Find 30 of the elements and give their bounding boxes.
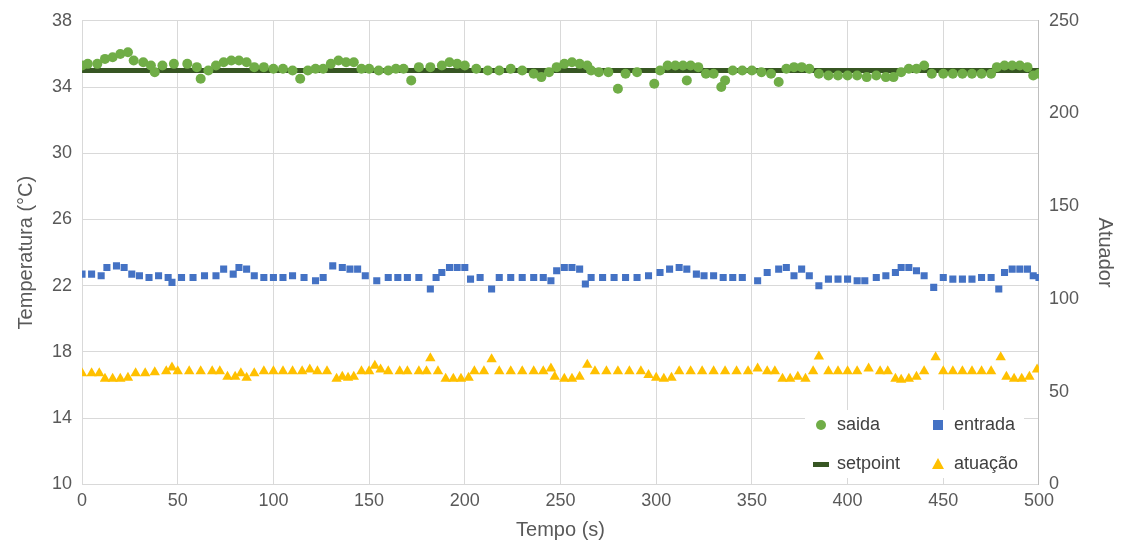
x-tick-label: 450: [928, 490, 959, 511]
y2-tick-label: 50: [1048, 380, 1069, 401]
legend-label: saida: [836, 414, 880, 436]
y-axis-title: Temperatura (°C): [13, 175, 36, 330]
legend-label: atuação: [954, 453, 1019, 475]
y2-tick-label: 250: [1048, 9, 1080, 30]
x-tick-label: 400: [832, 490, 863, 511]
y-tick-label: 18: [51, 340, 73, 361]
x-tick-label: 250: [545, 490, 576, 511]
x-tick-label: 100: [258, 490, 289, 511]
y-tick-label: 38: [51, 9, 73, 30]
x-tick-label: 300: [641, 490, 672, 511]
legend-label: setpoint: [836, 453, 900, 475]
y2-tick-label: 150: [1048, 195, 1080, 216]
x-tick-label: 350: [736, 490, 767, 511]
y2-tick-label: 200: [1048, 102, 1080, 123]
y-tick-label: 10: [51, 473, 73, 494]
y-tick-label: 30: [51, 142, 73, 163]
x-tick-label: 200: [449, 490, 480, 511]
x-tick-label: 0: [77, 490, 88, 511]
x-tick-label: 150: [354, 490, 385, 511]
x-axis-title: Tempo (s): [516, 517, 605, 540]
y-tick-label: 14: [51, 407, 73, 428]
y-tick-label: 34: [51, 76, 73, 96]
y2-axis-title: Atuador: [1095, 217, 1118, 288]
y-tick-label: 22: [51, 274, 73, 295]
y-tick-label: 26: [51, 208, 73, 229]
x-tick-label: 50: [167, 490, 188, 511]
y2-tick-label: 100: [1048, 287, 1080, 308]
legend-label: entrada: [954, 414, 1016, 436]
